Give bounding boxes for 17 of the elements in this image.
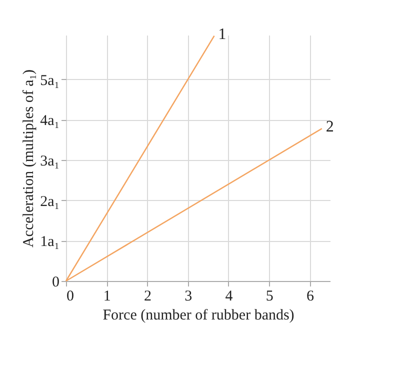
x-tick-label: 4	[225, 288, 234, 304]
x-tick-label: 0	[66, 288, 74, 304]
x-tick-label: 2	[144, 288, 152, 304]
y-tick-label: 3a₁	[40, 154, 60, 170]
y-tick-label: 0	[52, 274, 60, 290]
y-tick-label: 2a₁	[40, 194, 60, 210]
y-axis-title: Acceleration (multiples of a₁)	[21, 69, 38, 248]
x-axis-title: Force (number of rubber bands)	[102, 308, 294, 324]
x-tick-label: 3	[184, 288, 192, 304]
y-tick-label: 5a₁	[40, 72, 60, 89]
series-label: 2	[326, 118, 334, 136]
series-label: 1	[218, 26, 226, 43]
x-tick-label: 5	[266, 288, 274, 304]
y-tick-label: 4a₁	[40, 113, 60, 130]
y-tick-label: 1a₁	[40, 234, 60, 250]
x-tick-label: 6	[306, 288, 314, 304]
x-tick-label: 1	[103, 288, 111, 304]
